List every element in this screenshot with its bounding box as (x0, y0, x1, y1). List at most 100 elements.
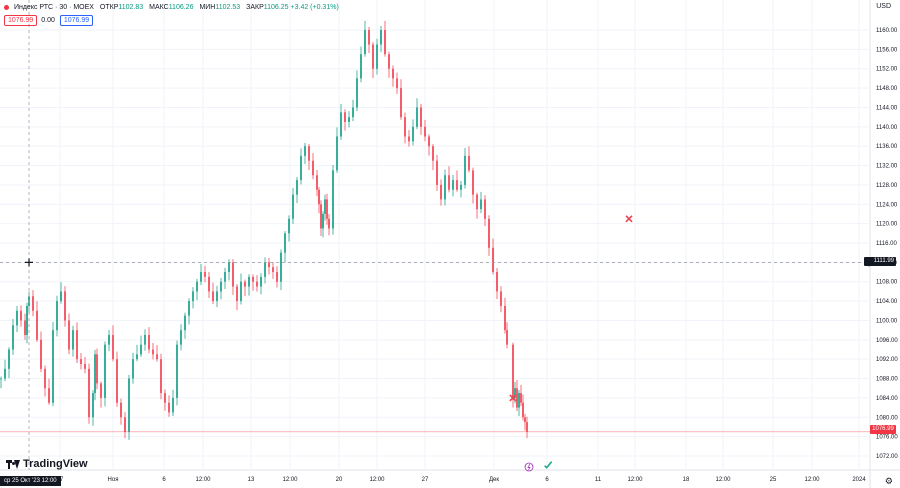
candle-body (96, 354, 98, 384)
price-tick-label: 1092.00 (876, 357, 898, 363)
candle-body (348, 117, 350, 122)
time-tick-label: Дек (489, 477, 499, 483)
candle-body (196, 281, 198, 292)
candle-body (228, 262, 230, 273)
candle-body (276, 272, 278, 282)
time-axis[interactable]: 27Ноя612:001312:002012:0027Дек61112:0018… (57, 477, 867, 483)
candle (168, 395, 170, 417)
candle (92, 390, 94, 426)
price-tick-label: 1156.00 (876, 47, 898, 53)
candle (60, 282, 62, 304)
high-label: МАКС (149, 4, 169, 11)
order-buttons: 1076.99 0.00 1076.99 (4, 15, 95, 26)
candle-body (356, 78, 358, 108)
candle (416, 98, 418, 130)
candle-body (484, 199, 486, 219)
candle-body (204, 272, 206, 277)
candle-body (4, 368, 6, 379)
price-tick-label: 1116.00 (876, 241, 897, 247)
candle-body (180, 330, 182, 345)
red-cross-marker-icon[interactable] (509, 394, 517, 402)
time-tick-label: 18 (683, 477, 690, 483)
candle (396, 72, 398, 94)
candle-body (520, 393, 522, 403)
candle-body (44, 368, 46, 389)
red-cross-marker-icon[interactable] (625, 215, 633, 223)
candle-body (240, 281, 242, 302)
candle-body (60, 291, 62, 302)
candle-body (396, 78, 398, 89)
candle (140, 335, 142, 357)
candle (236, 283, 238, 311)
candle (340, 104, 342, 140)
time-tick-label: 27 (422, 477, 429, 483)
candle-body (236, 286, 238, 302)
candle (252, 274, 254, 291)
candle-body (116, 359, 118, 403)
time-tick-label: Ноя (108, 477, 119, 483)
candle (136, 344, 138, 362)
candle-body (322, 213, 324, 229)
candle (456, 170, 458, 192)
candle-body (136, 354, 138, 360)
candle (132, 352, 134, 384)
candle (296, 176, 298, 204)
candle (248, 274, 250, 296)
candle-body (376, 44, 378, 69)
candle (84, 356, 86, 374)
candle (64, 286, 66, 327)
candle (460, 180, 462, 198)
candle-body (144, 334, 146, 345)
candle (380, 26, 382, 53)
candle-body (304, 146, 306, 156)
chart-overlays (0, 0, 873, 472)
lightning-event-icon[interactable] (524, 462, 534, 472)
candle (220, 278, 222, 300)
candle-body (388, 54, 390, 69)
candle-body (152, 349, 154, 355)
instrument-title[interactable]: Индекс РТС · 30 · MOEX (13, 4, 94, 11)
candle-body (324, 199, 326, 214)
candle-body (24, 320, 26, 335)
price-tick-label: 1136.00 (876, 144, 898, 150)
candle (420, 103, 422, 135)
candle (492, 238, 494, 275)
candle-body (368, 30, 370, 45)
green-check-icon[interactable] (544, 461, 553, 469)
tradingview-logo[interactable]: TradingView (6, 458, 88, 470)
candle (484, 195, 486, 227)
candle-body (288, 218, 290, 234)
time-tick-label: 12:00 (282, 477, 298, 483)
candle-body (416, 107, 418, 127)
candle (94, 349, 96, 401)
candle (440, 179, 442, 206)
candle-body (192, 291, 194, 302)
candle (388, 51, 390, 78)
candle-body (312, 160, 314, 176)
candle-body (244, 281, 246, 287)
candle (32, 290, 34, 317)
gear-icon[interactable]: ⚙ (884, 476, 893, 486)
candle-body (120, 402, 122, 418)
instrument-legend[interactable]: Индекс РТС · 30 · MOEX ОТКР1102.83 МАКС1… (4, 3, 339, 13)
candle (208, 271, 210, 298)
candle (520, 384, 522, 407)
candle (332, 165, 334, 235)
price-axis[interactable]: 1160.00 1156.00 1152.00 1148.00 1144.00 1140.… (876, 28, 898, 460)
candle-body (132, 359, 134, 379)
buy-button[interactable]: 1076.99 (59, 15, 94, 26)
sell-button[interactable]: 1076.99 (4, 15, 38, 26)
candle-body (264, 262, 266, 277)
tradingview-logo-icon (6, 459, 20, 469)
price-tick-label: 1132.00 (876, 164, 898, 170)
candle-body (160, 359, 162, 394)
candle-body (164, 393, 166, 403)
candle (112, 325, 114, 362)
currency-selector[interactable]: USD (876, 3, 891, 10)
candle-body (280, 252, 282, 282)
candle-body (256, 281, 258, 287)
candle-body (524, 417, 526, 423)
candlestick-series (0, 20, 528, 440)
candle (216, 285, 218, 308)
